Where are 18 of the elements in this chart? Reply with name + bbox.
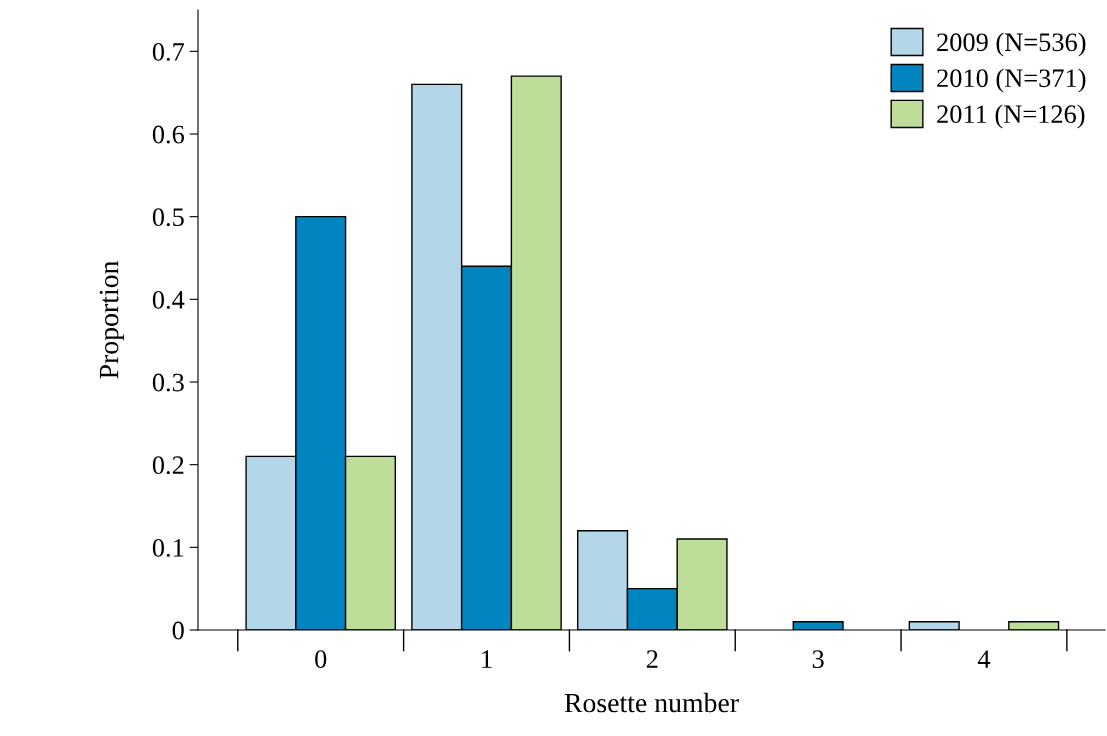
y-axis-title: Proportion — [99, 261, 125, 379]
x-axis-title: Rosette number — [564, 692, 739, 713]
y-tick-label: 0.2 — [152, 456, 184, 475]
x-tick-label: 1 — [482, 650, 492, 668]
y-tick-label: 0 — [172, 621, 184, 640]
x-tick-label: 2 — [646, 650, 658, 668]
legend-label: 2009 (N=536) — [937, 32, 1086, 57]
x-tick-label: 4 — [977, 650, 991, 668]
y-tick-label: 0.6 — [152, 125, 185, 144]
legend-label: 2010 (N=371) — [937, 68, 1086, 93]
y-tick-label: 0.4 — [152, 290, 185, 309]
x-tick-label: 3 — [812, 650, 824, 669]
y-tick-label: 0.7 — [152, 42, 185, 61]
y-tick-label: 0.5 — [152, 208, 184, 227]
y-tick-label: 0.1 — [152, 538, 184, 557]
y-tick-label: 0.3 — [152, 373, 184, 392]
x-tick-label: 0 — [315, 650, 327, 669]
legend-label: 2011 (N=126) — [937, 104, 1085, 129]
